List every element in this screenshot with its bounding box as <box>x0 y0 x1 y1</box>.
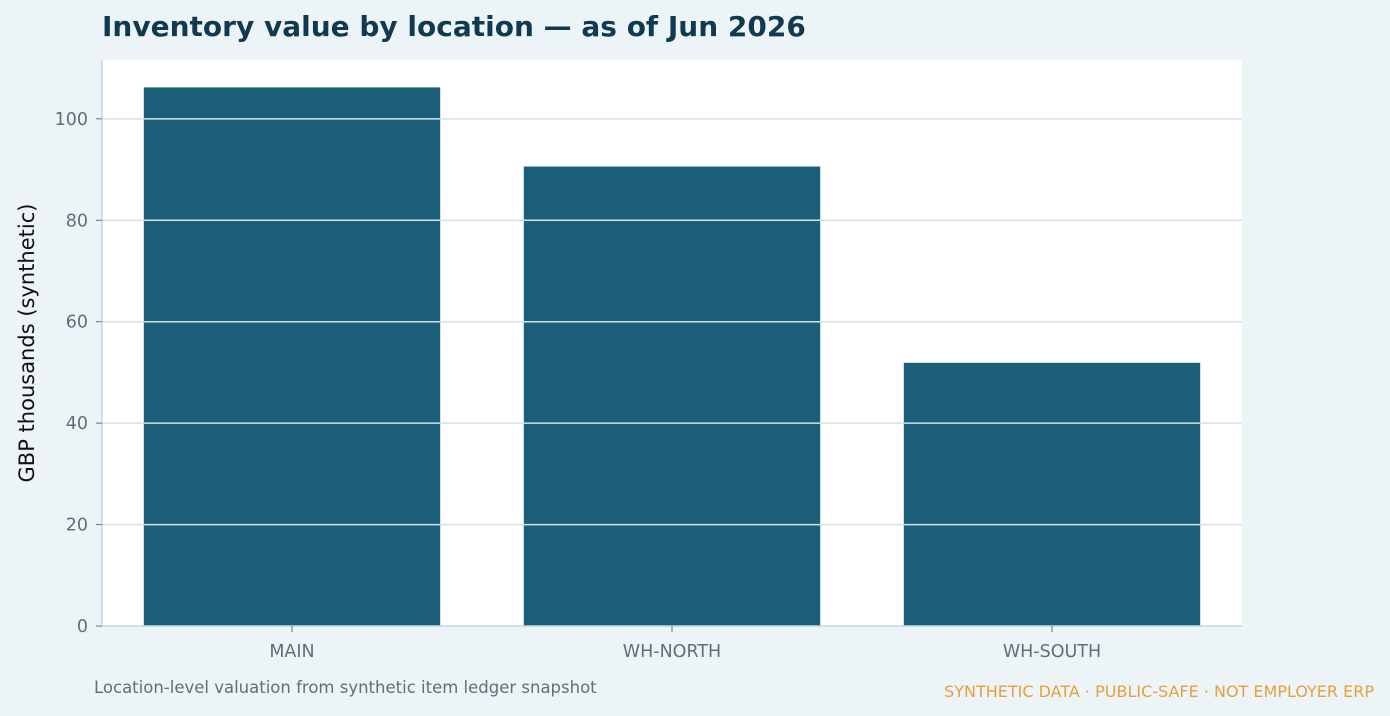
bars <box>143 87 1201 627</box>
x-tick-label: MAIN <box>269 642 314 662</box>
bar-wh-north <box>523 166 821 626</box>
y-tick-label: 40 <box>66 414 88 434</box>
y-axis-ticks: 0 20 40 60 80 100 <box>55 110 102 637</box>
y-tick-label: 100 <box>55 110 88 130</box>
y-tick-label: 20 <box>66 516 88 536</box>
chart-caption: Location-level valuation from synthetic … <box>94 678 597 697</box>
y-axis-label: GBP thousands (synthetic) <box>15 204 39 483</box>
gridlines <box>102 118 1242 526</box>
bar-wh-south <box>903 362 1201 626</box>
y-tick-label: 0 <box>77 617 88 637</box>
x-tick-label: WH-SOUTH <box>1003 642 1101 662</box>
x-axis-ticks: MAIN WH-NORTH WH-SOUTH <box>269 626 1101 662</box>
chart-title: Inventory value by location — as of Jun … <box>102 10 806 43</box>
x-tick-label: WH-NORTH <box>623 642 721 662</box>
y-tick-label: 60 <box>66 313 88 333</box>
bar-main <box>143 87 441 627</box>
synthetic-data-badge: SYNTHETIC DATA · PUBLIC-SAFE · NOT EMPLO… <box>944 682 1374 701</box>
y-tick-label: 80 <box>66 211 88 231</box>
